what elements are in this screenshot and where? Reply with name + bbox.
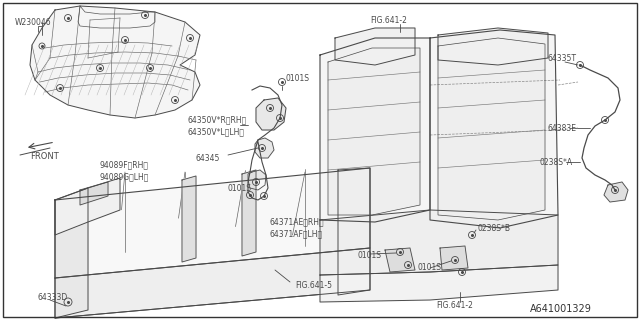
Text: 0101S: 0101S: [228, 183, 252, 193]
Polygon shape: [55, 168, 370, 278]
Text: 64383E: 64383E: [548, 124, 577, 132]
Text: 0101S: 0101S: [358, 251, 382, 260]
Polygon shape: [242, 170, 256, 256]
Text: 0101S: 0101S: [418, 263, 442, 273]
Polygon shape: [438, 28, 548, 65]
Polygon shape: [335, 28, 415, 65]
Polygon shape: [430, 30, 558, 228]
Text: FRONT: FRONT: [30, 152, 59, 161]
Polygon shape: [55, 248, 370, 318]
Polygon shape: [55, 178, 120, 235]
Text: 64350V*L〈LH〉: 64350V*L〈LH〉: [188, 127, 245, 137]
Text: W230046: W230046: [15, 18, 52, 27]
Polygon shape: [604, 182, 628, 202]
Text: 64371AE〈RH〉: 64371AE〈RH〉: [270, 218, 324, 227]
Text: 64335T: 64335T: [548, 53, 577, 62]
Bar: [38, 26, 46, 34]
Polygon shape: [55, 188, 88, 318]
Polygon shape: [440, 246, 468, 270]
Text: 94089G〈LH〉: 94089G〈LH〉: [100, 172, 149, 181]
Text: A641001329: A641001329: [530, 304, 592, 314]
Text: FIG.641-2: FIG.641-2: [370, 15, 407, 25]
Polygon shape: [320, 38, 430, 222]
Text: 64345: 64345: [196, 154, 220, 163]
Polygon shape: [320, 265, 558, 302]
Text: 0101S: 0101S: [285, 74, 309, 83]
Polygon shape: [256, 98, 286, 130]
Polygon shape: [30, 6, 200, 118]
Polygon shape: [248, 170, 266, 190]
Polygon shape: [320, 210, 558, 275]
Text: 94089F〈RH〉: 94089F〈RH〉: [100, 161, 149, 170]
Text: 0238S*A: 0238S*A: [540, 157, 573, 166]
Text: 64350V*R〈RH〉: 64350V*R〈RH〉: [188, 116, 247, 124]
Polygon shape: [385, 248, 415, 272]
Polygon shape: [255, 138, 274, 158]
Text: 64333D: 64333D: [38, 293, 68, 302]
Text: FIG.641-5: FIG.641-5: [295, 281, 332, 290]
Text: 0238S*B: 0238S*B: [478, 223, 511, 233]
Text: 64371AF〈LH〉: 64371AF〈LH〉: [270, 229, 323, 238]
Polygon shape: [80, 182, 108, 205]
Polygon shape: [328, 48, 420, 215]
Text: FIG.641-2: FIG.641-2: [436, 300, 473, 309]
Polygon shape: [338, 168, 370, 295]
Polygon shape: [438, 38, 545, 220]
Polygon shape: [182, 176, 196, 262]
